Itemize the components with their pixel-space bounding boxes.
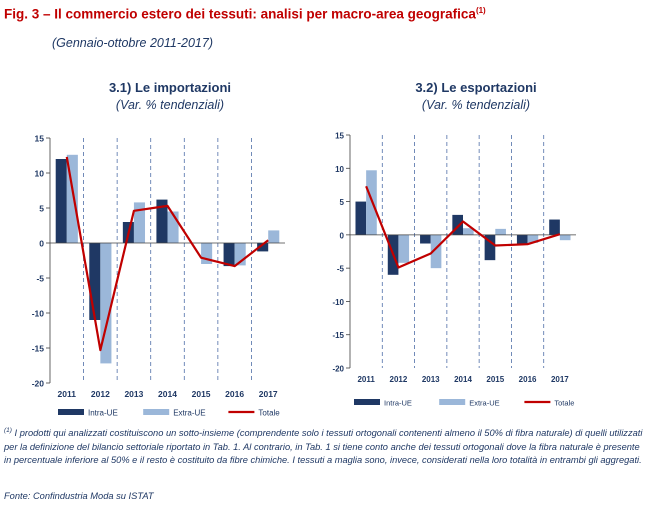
chart1-legend-swatch-intra-ue bbox=[58, 409, 84, 415]
chart2-y-tick-label: 15 bbox=[335, 132, 344, 141]
chart1-bar-extra-ue-2014 bbox=[167, 211, 179, 243]
chart2-bar-extra-ue-2017 bbox=[559, 234, 571, 241]
chart1-x-tick-label: 2015 bbox=[192, 389, 211, 399]
chart1-bar-intra-ue-2011 bbox=[55, 159, 67, 243]
chart1-bar-extra-ue-2015 bbox=[201, 243, 213, 264]
chart2-y-tick-label: -5 bbox=[337, 265, 345, 274]
chart1-bar-extra-ue-2013 bbox=[133, 202, 146, 243]
chart1-bar-extra-ue-2017 bbox=[268, 230, 280, 243]
chart1-y-tick-label: 15 bbox=[35, 134, 45, 144]
chart2-y-tick-label: -10 bbox=[332, 298, 344, 307]
title-footnote-marker: (1) bbox=[475, 6, 486, 15]
chart2-bar-intra-ue-2014 bbox=[452, 214, 463, 235]
chart2-bar-extra-ue-2016 bbox=[527, 234, 539, 243]
source-line: Fonte: Confindustria Moda su ISTAT bbox=[4, 491, 154, 501]
chart1-x-tick-label: 2013 bbox=[124, 389, 143, 399]
chart2-subtitle: (Var. % tendenziali) bbox=[421, 98, 531, 112]
figure-title: Fig. 3 – Il commercio estero dei tessuti… bbox=[4, 6, 486, 22]
chart1-bar-extra-ue-2011 bbox=[66, 154, 78, 243]
footnote: (1) I prodotti qui analizzati costituisc… bbox=[4, 424, 644, 467]
chart2-legend-swatch-intra-ue bbox=[354, 399, 380, 405]
chart1-x-tick-label: 2012 bbox=[91, 389, 110, 399]
chart1-subtitle: (Var. % tendenziali) bbox=[115, 98, 225, 112]
chart1-bar-intra-ue-2012 bbox=[89, 243, 101, 320]
chart2-legend-label-extra-ue: Extra-UE bbox=[469, 399, 499, 408]
chart2-bar-intra-ue-2015 bbox=[484, 234, 496, 261]
figure-subtitle: (Gennaio-ottobre 2011-2017) bbox=[52, 36, 213, 50]
chart2-y-tick-label: -20 bbox=[332, 365, 344, 374]
chart2-bar-intra-ue-2013 bbox=[420, 234, 431, 244]
chart1-title: 3.1) Le importazioni bbox=[108, 80, 232, 95]
chart1-x-tick-label: 2014 bbox=[158, 389, 177, 399]
chart1-bar-intra-ue-2014 bbox=[156, 199, 168, 243]
chart1-legend-label-intra-ue: Intra-UE bbox=[88, 409, 118, 418]
chart1-x-tick-label: 2011 bbox=[58, 389, 77, 399]
chart2-x-tick-label: 2016 bbox=[519, 375, 537, 384]
chart1-y-tick-label: -5 bbox=[36, 274, 44, 284]
chart2-x-tick-label: 2017 bbox=[551, 375, 569, 384]
chart1-legend-label-extra-ue: Extra-UE bbox=[173, 409, 205, 418]
footnote-text: I prodotti qui analizzati costituiscono … bbox=[4, 428, 643, 465]
chart2-x-tick-label: 2013 bbox=[422, 375, 440, 384]
chart2-x-tick-label: 2012 bbox=[390, 375, 408, 384]
chart2-bar-extra-ue-2014 bbox=[463, 228, 474, 235]
chart1-bar-intra-ue-2017 bbox=[257, 243, 269, 252]
chart1-legend-swatch-extra-ue bbox=[143, 409, 170, 415]
chart1-y-tick-label: 10 bbox=[35, 169, 45, 179]
chart2-bar-intra-ue-2011 bbox=[355, 201, 367, 235]
chart1-legend-label-totale: Totale bbox=[258, 409, 280, 418]
chart2-legend-swatch-extra-ue bbox=[439, 399, 466, 405]
chart1-y-tick-label: -20 bbox=[32, 379, 45, 389]
chart2-x-tick-label: 2015 bbox=[486, 375, 504, 384]
chart2-bar-intra-ue-2016 bbox=[516, 234, 528, 245]
chart1-y-tick-label: 5 bbox=[39, 204, 44, 214]
footnote-marker: (1) bbox=[4, 427, 12, 434]
chart1-bar-extra-ue-2016 bbox=[234, 243, 246, 266]
chart2-y-tick-label: 10 bbox=[335, 165, 344, 174]
chart1-bar-intra-ue-2016 bbox=[223, 243, 235, 267]
chart1-bar-extra-ue-2012 bbox=[100, 243, 112, 364]
chart1-x-tick-label: 2016 bbox=[225, 389, 244, 399]
chart2-y-tick-label: -15 bbox=[332, 331, 344, 340]
chart2-bar-extra-ue-2012 bbox=[398, 234, 410, 263]
chart2-line-totale bbox=[365, 185, 561, 269]
chart1-y-tick-label: -10 bbox=[32, 309, 45, 319]
chart1-line-totale bbox=[65, 156, 269, 352]
chart2-x-tick-label: 2011 bbox=[357, 375, 375, 384]
chart1-x-tick-label: 2017 bbox=[259, 389, 278, 399]
chart2-bar-extra-ue-2015 bbox=[495, 228, 506, 235]
imports-chart: 15 10 5 0 -5 -10 -15 -20 2011 2012 2013 2014 2015 201… bbox=[32, 134, 285, 418]
chart2-y-tick-label: 0 bbox=[340, 231, 345, 240]
chart1-y-tick-label: -15 bbox=[32, 344, 45, 354]
chart2-legend-label-totale: Totale bbox=[554, 399, 574, 408]
chart2-x-tick-label: 2014 bbox=[454, 375, 472, 384]
chart2-legend-label-intra-ue: Intra-UE bbox=[384, 399, 412, 408]
exports-chart: 15 10 5 0 -5 -10 -15 -20 2011 2012 2013 2014 2015 201… bbox=[332, 132, 576, 408]
chart2-bar-extra-ue-2013 bbox=[430, 234, 442, 269]
chart2-y-tick-label: 5 bbox=[340, 198, 345, 207]
chart2-bar-intra-ue-2017 bbox=[549, 219, 560, 235]
chart2-title: 3.2) Le esportazioni bbox=[415, 80, 537, 95]
chart1-y-tick-label: 0 bbox=[39, 239, 44, 249]
